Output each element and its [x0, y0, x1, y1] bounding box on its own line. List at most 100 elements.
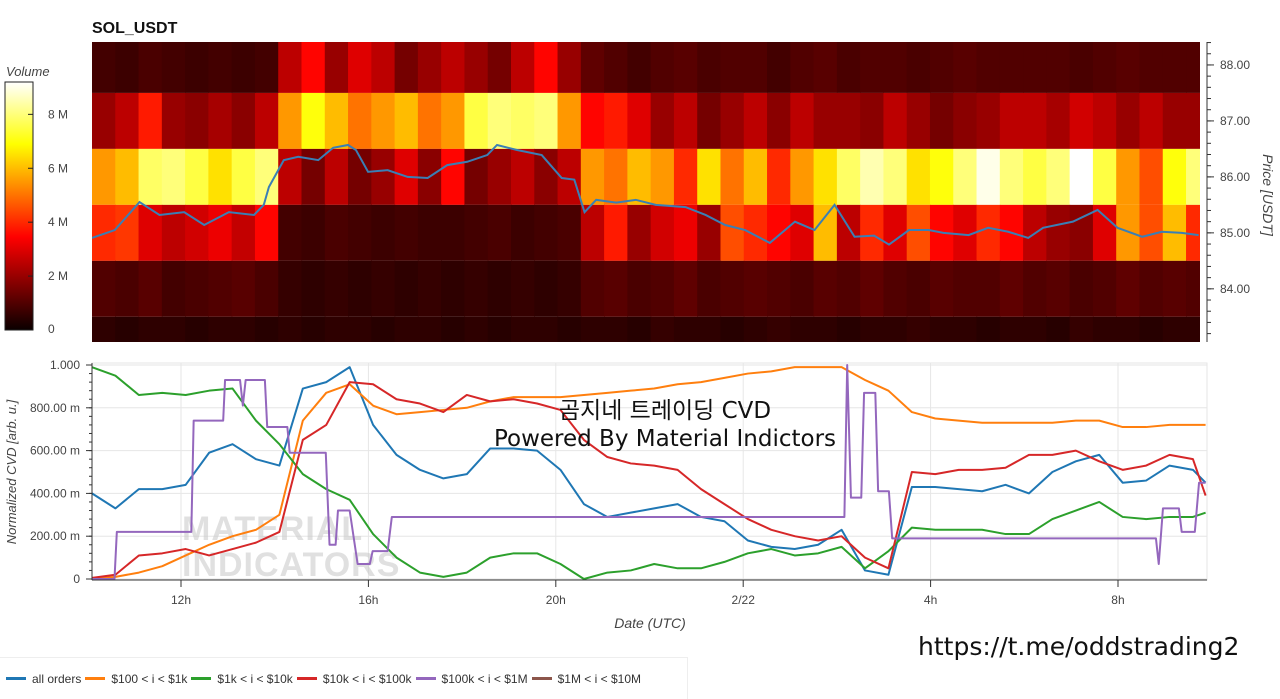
heatmap-cell	[953, 316, 978, 342]
heatmap-cell	[324, 316, 349, 342]
heatmap-cell	[557, 204, 582, 261]
colorbar	[4, 81, 34, 331]
heatmap-cell	[627, 42, 652, 93]
heatmap-cell	[1186, 42, 1200, 93]
heatmap-cell	[673, 42, 698, 93]
legend-item[interactable]: $1k < i < $10k	[191, 672, 293, 686]
heatmap-cell	[650, 92, 675, 149]
cvd-x-tick-label: 20h	[546, 593, 566, 607]
heatmap-cell	[278, 148, 303, 205]
heatmap-cell	[1139, 42, 1164, 93]
heatmap-cell	[324, 148, 349, 205]
heatmap-cell	[929, 148, 954, 205]
heatmap-cell	[138, 42, 163, 93]
heatmap-cell	[1116, 260, 1141, 317]
heatmap-cell	[697, 42, 722, 93]
cvd-y-tick-label: 0	[73, 572, 80, 586]
legend-label: all orders	[32, 671, 82, 686]
heatmap-cell	[92, 148, 116, 205]
price-tick-label: 86.00	[1220, 170, 1250, 184]
heatmap-cell	[464, 316, 489, 342]
cvd-series-line	[92, 366, 1206, 580]
cvd-gridlines	[92, 363, 1207, 580]
heatmap-cell	[371, 260, 396, 317]
legend-item[interactable]: $1M < i < $10M	[531, 671, 641, 686]
legend-item[interactable]: all orders	[6, 672, 81, 686]
heatmap-cell	[208, 42, 233, 93]
heatmap-cell	[929, 92, 954, 149]
heatmap-cell	[161, 148, 186, 205]
heatmap-cell	[417, 204, 442, 261]
heatmap-cell	[208, 260, 233, 317]
heatmap-cell	[185, 260, 209, 317]
heatmap-cell	[860, 260, 885, 317]
heatmap-cell	[720, 316, 745, 342]
annotation-title: 곰지네 트레이딩 CVD	[559, 398, 771, 424]
heatmap-cell	[301, 42, 326, 93]
heatmap-cell	[883, 260, 908, 317]
heatmap-cell	[1069, 316, 1094, 342]
heatmap-cell	[790, 204, 815, 261]
heatmap-cell	[115, 204, 140, 261]
heatmap-cell	[394, 316, 419, 342]
legend-item[interactable]: $100k < i < $1M	[415, 672, 528, 686]
heatmap-cell	[185, 92, 209, 149]
heatmap-cell	[464, 92, 489, 149]
heatmap-cell	[464, 260, 489, 317]
heatmap-cell	[161, 42, 186, 93]
cvd-x-axis-label: Date (UTC)	[614, 615, 686, 631]
telegram-link[interactable]: https://t.me/oddstrading2	[918, 632, 1240, 661]
heatmap-cell	[790, 148, 815, 205]
heatmap-cell	[860, 92, 885, 149]
heatmap-cell	[1092, 260, 1117, 317]
heatmap-cell	[254, 316, 279, 342]
heatmap-cell	[301, 92, 326, 149]
heatmap-cell	[883, 204, 908, 261]
heatmap-cell	[1186, 316, 1200, 342]
heatmap-cell	[464, 148, 489, 205]
heatmap-cell	[836, 148, 861, 205]
heatmap-cell	[650, 260, 675, 317]
heatmap-cell	[767, 316, 791, 342]
annotation-powered-by: Powered By Material Indictors	[494, 426, 836, 452]
heatmap-cell	[510, 316, 535, 342]
heatmap-cell	[743, 316, 768, 342]
heatmap-cell	[534, 204, 559, 261]
heatmap-cell	[185, 148, 209, 205]
legend-item[interactable]: $100 < i < $1k	[85, 672, 187, 686]
legend-label: $10k < i < $100k	[322, 671, 412, 686]
colorbar-tick-label: 2 M	[48, 269, 68, 283]
chart-legend: all orders $100 < i < $1k $1k < i < $10k $1…	[0, 657, 688, 699]
heatmap-cell	[720, 260, 745, 317]
heatmap-cell	[115, 148, 140, 205]
heatmap-cell	[1162, 42, 1187, 93]
heatmap-cell	[999, 148, 1024, 205]
heatmap-cell	[487, 316, 512, 342]
heatmap-cell	[627, 148, 652, 205]
heatmap-cell	[743, 204, 768, 261]
colorbar-label: Volume	[6, 64, 50, 79]
price-tick-label: 88.00	[1220, 58, 1250, 72]
heatmap-cell	[976, 148, 1001, 205]
price-line	[92, 143, 1199, 246]
heatmap-cell	[324, 92, 349, 149]
heatmap-cell	[836, 260, 861, 317]
heatmap-cell	[906, 148, 931, 205]
heatmap-cell	[790, 92, 815, 149]
heatmap-cell	[836, 92, 861, 149]
heatmap-cell	[231, 204, 256, 261]
heatmap-cell	[510, 42, 535, 93]
heatmap-cell	[441, 92, 466, 149]
heatmap-cell	[1069, 260, 1094, 317]
heatmap-cell	[138, 204, 163, 261]
heatmap-cell	[557, 260, 582, 317]
legend-label: $1M < i < $10M	[557, 671, 641, 686]
heatmap-cell	[348, 148, 372, 205]
legend-item[interactable]: $10k < i < $100k	[296, 671, 412, 686]
heatmap-cell	[673, 148, 698, 205]
heatmap-cell	[254, 42, 279, 93]
legend-swatch	[531, 677, 552, 680]
heatmap-cell	[1092, 42, 1117, 93]
heatmap-cell	[278, 42, 303, 93]
